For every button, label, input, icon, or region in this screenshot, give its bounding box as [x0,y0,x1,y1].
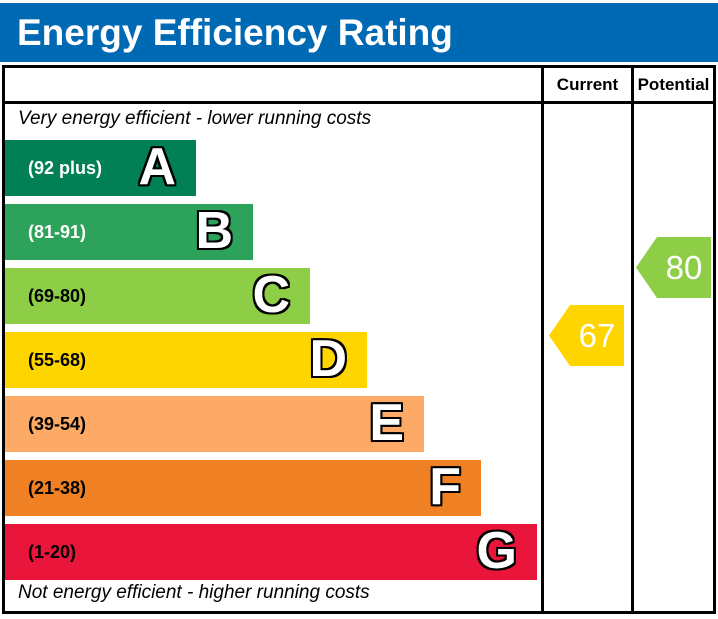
band-a-range-label: (92 plus) [28,157,103,178]
band-c-letter: C [252,265,290,324]
band-c-range-label: (69-80) [28,285,87,306]
band-f: (21-38) F [5,460,481,516]
band-c: (69-80) C [5,268,310,324]
band-a: (92 plus) A [5,140,196,196]
current-arrow-shape [549,305,624,366]
caption-very-efficient: Very energy efficient - lower running co… [18,108,372,129]
header-divider [5,101,713,104]
page-title: Energy Efficiency Rating [17,11,453,53]
band-g-range-label: (1-20) [28,541,77,562]
band-d-letter: D [309,329,347,388]
column-header-potential: Potential [637,74,710,94]
band-b-letter: B [195,201,233,260]
column-divider-potential [631,68,634,611]
band-b-range-label: (81-91) [28,221,87,242]
potential-rating-value: 80 [665,248,703,286]
band-f-letter: F [429,457,461,516]
column-divider-current [541,68,544,611]
potential-rating-arrow: 80 [636,237,711,298]
title-bar: Energy Efficiency Rating [0,3,718,62]
column-header-current: Current [556,74,619,94]
band-e-letter: E [369,393,404,452]
band-f-range-label: (21-38) [28,477,87,498]
band-e: (39-54) E [5,396,424,452]
caption-not-efficient: Not energy efficient - higher running co… [18,582,370,603]
band-e-range-label: (39-54) [28,413,87,434]
potential-arrow-shape [636,237,711,298]
current-rating-value: 67 [578,316,616,354]
rating-table: Current Potential Very energy efficient … [2,65,716,614]
band-g: (1-20) G [5,524,537,580]
band-d-range-label: (55-68) [28,349,87,370]
band-g-letter: G [476,521,517,580]
current-rating-arrow: 67 [549,305,624,366]
band-a-letter: A [138,137,176,196]
band-b: (81-91) B [5,204,253,260]
band-d: (55-68) D [5,332,367,388]
